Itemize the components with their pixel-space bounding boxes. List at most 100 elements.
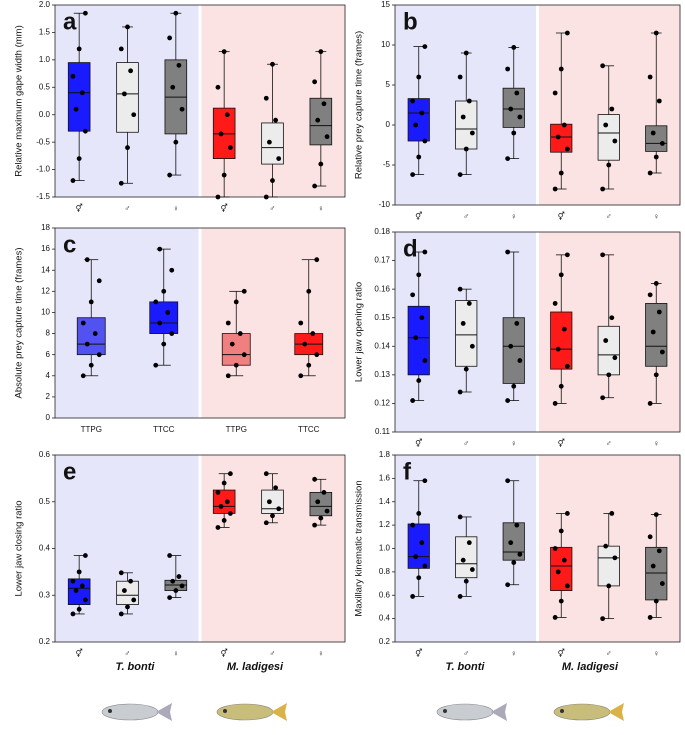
data-point <box>413 335 419 341</box>
data-point <box>310 331 316 336</box>
data-point <box>229 341 235 347</box>
y-tick-label: 0.2 <box>379 637 391 646</box>
data-point <box>647 534 653 540</box>
data-point <box>508 106 514 112</box>
data-point <box>96 278 102 284</box>
panel: -1.5 -1.0 -0.5 0.0 0.5 1.0 1.5 2.0 a Relative max… <box>14 0 346 213</box>
box <box>116 62 139 133</box>
box <box>645 546 668 601</box>
data-point <box>215 84 221 90</box>
y-tick-label: 0.12 <box>374 399 390 408</box>
data-point <box>165 310 171 315</box>
box <box>597 114 620 161</box>
data-point <box>82 553 88 558</box>
data-point <box>561 557 567 563</box>
data-point <box>466 98 472 104</box>
data-point <box>422 44 428 49</box>
y-tick-label: 0 <box>46 413 51 422</box>
data-point <box>457 172 463 178</box>
data-point <box>157 246 163 252</box>
y-tick-label: 10 <box>381 40 390 49</box>
data-point <box>511 560 517 565</box>
data-point <box>457 389 463 395</box>
data-point <box>612 555 618 561</box>
data-point <box>564 30 570 36</box>
data-point <box>241 352 247 358</box>
data-point <box>70 73 76 79</box>
data-point <box>656 98 662 104</box>
box <box>407 523 430 569</box>
data-point <box>221 518 227 523</box>
y-tick-label: 14 <box>41 265 50 274</box>
y-tick-label: 0.5 <box>39 82 51 91</box>
data-point <box>517 358 523 363</box>
data-point <box>221 480 227 486</box>
data-point <box>263 95 269 101</box>
data-point <box>600 395 606 401</box>
data-point <box>659 581 665 586</box>
x-tick-label: ⚥ <box>415 648 422 658</box>
data-point <box>80 373 86 379</box>
y-tick-label: 0.5 <box>39 497 51 506</box>
y-tick-label: 0.6 <box>379 590 391 599</box>
data-point <box>653 30 659 36</box>
data-point <box>276 506 282 512</box>
data-point <box>233 362 239 368</box>
x-tick-label: TTCC <box>153 425 175 434</box>
data-point <box>564 583 570 589</box>
data-point <box>76 606 82 612</box>
data-point <box>410 292 416 298</box>
data-point <box>215 525 221 530</box>
data-point <box>176 62 182 68</box>
data-point <box>463 578 469 584</box>
data-point <box>564 511 570 516</box>
data-point <box>656 309 662 315</box>
data-point <box>121 91 127 97</box>
data-point <box>463 50 469 56</box>
data-point <box>457 74 463 80</box>
data-point <box>221 49 227 55</box>
box <box>502 87 525 128</box>
box <box>407 98 430 142</box>
data-point <box>298 320 304 326</box>
data-point <box>505 398 511 403</box>
data-point <box>558 598 564 604</box>
data-point <box>416 272 422 278</box>
y-tick-label: 1.0 <box>39 55 51 64</box>
x-tick-label: ♂ <box>606 439 612 448</box>
group-label: M. ladigesi <box>227 661 284 673</box>
y-tick-label: 16 <box>41 244 50 253</box>
data-point <box>558 170 564 176</box>
data-point <box>227 145 233 151</box>
box <box>212 489 236 514</box>
data-point <box>647 292 653 298</box>
box <box>309 97 333 146</box>
data-point <box>128 68 134 74</box>
box <box>597 545 620 587</box>
box <box>550 311 573 370</box>
data-point <box>469 567 475 572</box>
data-point <box>558 383 564 389</box>
data-point <box>273 117 279 123</box>
x-tick-label: ♀ <box>318 204 324 213</box>
data-point <box>422 138 428 144</box>
data-point <box>73 106 79 112</box>
data-point <box>463 146 469 152</box>
box <box>550 123 573 153</box>
data-point <box>131 597 137 603</box>
data-point <box>603 543 609 549</box>
data-point <box>315 499 321 505</box>
panel-label: a <box>63 8 77 35</box>
data-point <box>460 321 466 326</box>
x-tick-label: ♀ <box>653 649 659 658</box>
y-tick-label: 0 <box>386 120 391 129</box>
box <box>455 300 478 367</box>
data-point <box>324 134 330 140</box>
y-tick-label: 5 <box>386 80 391 89</box>
data-point <box>173 139 179 145</box>
data-point <box>564 363 570 369</box>
y-tick-label: 6 <box>46 350 51 359</box>
x-tick-label: ⚥ <box>558 211 565 221</box>
data-point <box>157 320 163 326</box>
data-point <box>218 504 224 509</box>
